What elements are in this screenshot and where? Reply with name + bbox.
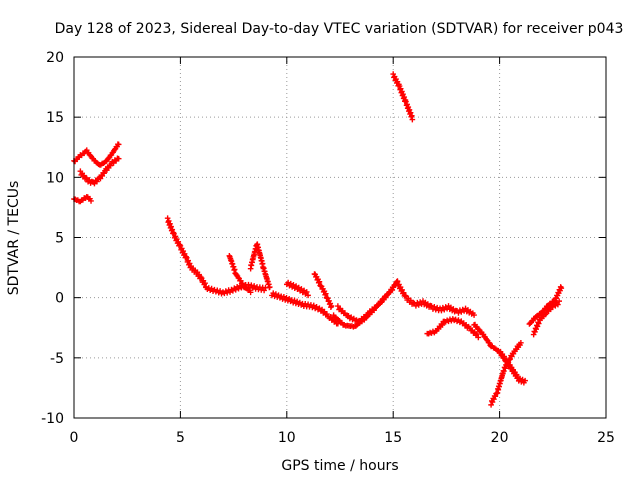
data-point: [415, 302, 422, 308]
data-point: [315, 279, 322, 286]
data-segment: [424, 316, 482, 341]
data-point: [202, 280, 208, 286]
y-axis-label: SDTVAR / TECUs: [6, 181, 22, 296]
data-segment: [311, 271, 335, 310]
data-point: [474, 331, 480, 337]
data-point: [283, 294, 290, 301]
data-segment: [226, 253, 254, 296]
data-point: [303, 289, 310, 295]
y-tick-label: 20: [46, 50, 64, 66]
data-segment: [77, 155, 122, 187]
data-point: [266, 284, 273, 290]
data-point: [501, 368, 507, 374]
data-point: [115, 141, 122, 148]
y-tick-label: 0: [55, 291, 64, 307]
data-point: [305, 292, 311, 299]
data-point: [270, 290, 277, 296]
chart-title: Day 128 of 2023, Sidereal Day-to-day VTE…: [55, 21, 624, 37]
data-point: [183, 253, 189, 260]
data-point: [294, 298, 300, 305]
data-marks: [71, 71, 565, 408]
data-point: [101, 170, 107, 177]
data-point: [232, 287, 239, 293]
data-point: [251, 283, 257, 289]
data-point: [522, 377, 528, 384]
data-point: [491, 396, 497, 403]
data-point: [438, 307, 445, 314]
data-point: [502, 365, 509, 372]
data-segment: [390, 71, 416, 123]
data-point: [488, 402, 494, 408]
data-segment: [71, 141, 122, 168]
data-segment: [335, 278, 401, 325]
axis-ticks: [73, 56, 607, 419]
data-point: [492, 393, 499, 400]
x-axis-label: GPS time / hours: [281, 458, 398, 474]
data-point: [323, 290, 329, 297]
data-point: [273, 291, 279, 297]
data-point: [558, 285, 565, 291]
data-point: [217, 288, 223, 294]
data-point: [489, 399, 496, 405]
x-tick-label: 5: [176, 430, 185, 446]
data-point: [402, 292, 408, 299]
x-tick-label: 0: [70, 430, 79, 446]
data-point: [287, 280, 294, 287]
data-point: [185, 257, 192, 264]
data-point: [88, 198, 94, 204]
data-segment: [394, 279, 477, 318]
x-axis-tick-labels: 0 5 10 15 20 25: [70, 430, 615, 446]
data-point: [316, 278, 323, 285]
y-tick-label: -5: [50, 351, 64, 367]
x-tick-label: 25: [597, 430, 615, 446]
data-segment: [284, 279, 311, 299]
x-tick-label: 15: [384, 430, 402, 446]
data-point: [471, 312, 477, 318]
data-point: [555, 301, 561, 308]
data-point: [322, 292, 328, 298]
data-segment: [71, 193, 94, 205]
data-point: [428, 303, 435, 309]
data-point: [285, 279, 291, 286]
data-point: [455, 310, 462, 316]
data-point: [115, 155, 122, 162]
data-point: [328, 303, 335, 309]
data-point: [431, 303, 438, 310]
data-point: [399, 287, 405, 293]
data-point: [400, 289, 407, 296]
data-point: [556, 298, 562, 304]
data-segment: [247, 241, 273, 291]
data-segment: [496, 348, 528, 386]
data-point: [247, 289, 254, 296]
data-point: [281, 293, 287, 300]
y-tick-label: -10: [41, 411, 64, 427]
data-segment: [526, 284, 565, 327]
data-point: [518, 340, 524, 346]
data-point: [181, 251, 188, 257]
y-tick-label: 15: [46, 110, 64, 126]
data-point: [291, 297, 298, 304]
y-tick-label: 5: [55, 231, 64, 247]
data-point: [239, 280, 246, 287]
data-point: [439, 322, 446, 328]
data-segment: [269, 290, 341, 327]
data-point: [409, 116, 416, 123]
x-tick-label: 10: [278, 430, 296, 446]
y-axis-tick-labels: -10 -5 0 5 10 15 20: [41, 50, 64, 427]
data-segment: [164, 215, 209, 290]
x-tick-label: 20: [491, 430, 509, 446]
y-tick-label: 10: [46, 170, 64, 186]
data-point: [501, 353, 507, 360]
grid: [74, 57, 606, 418]
data-point: [475, 334, 482, 341]
data-point: [198, 274, 204, 280]
data-segment: [203, 281, 269, 297]
data-point: [310, 302, 317, 309]
data-point: [94, 178, 100, 185]
data-point: [235, 285, 242, 292]
data-point: [413, 303, 419, 309]
